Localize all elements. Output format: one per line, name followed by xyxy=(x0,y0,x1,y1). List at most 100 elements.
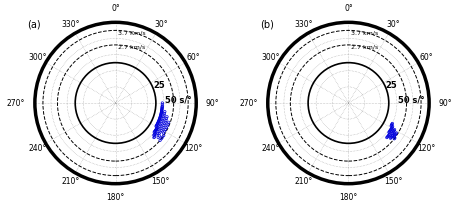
Point xyxy=(153,132,161,135)
Point xyxy=(392,131,399,135)
Point xyxy=(160,130,168,133)
Text: 60°: 60° xyxy=(419,53,432,62)
Text: 300°: 300° xyxy=(28,53,46,62)
Point xyxy=(154,121,161,124)
Point xyxy=(388,123,395,126)
Text: 30°: 30° xyxy=(386,20,400,29)
Point xyxy=(158,107,165,110)
Text: 25: 25 xyxy=(153,81,164,90)
Point xyxy=(159,125,166,129)
Point xyxy=(161,110,168,113)
Point xyxy=(390,128,397,131)
Point xyxy=(155,119,163,122)
Point xyxy=(156,139,163,142)
Text: 210°: 210° xyxy=(61,177,79,186)
Text: 240°: 240° xyxy=(28,144,46,153)
Point xyxy=(156,125,163,128)
Text: 2.7 km/s: 2.7 km/s xyxy=(350,45,377,50)
Point xyxy=(152,125,159,128)
Point xyxy=(150,133,158,136)
Point xyxy=(155,118,163,121)
Point xyxy=(387,124,394,127)
Point xyxy=(382,136,390,139)
Point xyxy=(156,114,164,118)
Point xyxy=(152,128,159,132)
Point xyxy=(157,122,165,125)
Point xyxy=(159,117,167,120)
Point xyxy=(160,134,167,137)
Point xyxy=(161,122,168,125)
Point xyxy=(388,122,395,125)
Point xyxy=(385,129,393,133)
Point xyxy=(152,128,160,131)
Point xyxy=(153,126,160,130)
Point xyxy=(385,130,392,133)
Point xyxy=(160,115,167,118)
Point xyxy=(158,105,166,108)
Point xyxy=(387,136,394,139)
Point xyxy=(156,130,163,134)
Point xyxy=(158,120,165,123)
Text: (a): (a) xyxy=(27,19,40,29)
Point xyxy=(150,130,157,134)
Text: 3.7 km/s: 3.7 km/s xyxy=(350,30,377,35)
Point xyxy=(158,108,165,111)
Point xyxy=(160,112,168,115)
Point xyxy=(154,136,162,139)
Point xyxy=(386,129,393,132)
Point xyxy=(390,136,398,140)
Point xyxy=(156,117,163,121)
Point xyxy=(390,134,398,137)
Point xyxy=(158,101,166,105)
Point xyxy=(160,124,167,127)
Point xyxy=(387,126,394,130)
Text: 300°: 300° xyxy=(260,53,279,62)
Point xyxy=(386,128,394,131)
Point xyxy=(158,127,165,130)
Point xyxy=(388,126,395,129)
Point xyxy=(154,120,162,124)
Point xyxy=(157,113,164,116)
Point xyxy=(163,115,170,118)
Text: 60°: 60° xyxy=(187,53,200,62)
Point xyxy=(155,134,163,138)
Point xyxy=(154,128,161,131)
Point xyxy=(389,130,396,133)
Text: 25: 25 xyxy=(385,81,397,90)
Point xyxy=(155,126,162,130)
Point xyxy=(158,109,165,112)
Text: 330°: 330° xyxy=(61,20,80,29)
Point xyxy=(150,136,157,139)
Point xyxy=(158,105,165,109)
Point xyxy=(161,128,169,131)
Point xyxy=(150,135,158,138)
Point xyxy=(153,129,160,133)
Point xyxy=(153,123,161,126)
Point xyxy=(390,137,397,140)
Text: 270°: 270° xyxy=(7,98,25,108)
Text: 0°: 0° xyxy=(111,4,119,13)
Point xyxy=(388,132,395,135)
Point xyxy=(383,135,390,138)
Point xyxy=(391,133,398,136)
Point xyxy=(388,130,396,134)
Text: 210°: 210° xyxy=(294,177,312,186)
Point xyxy=(157,129,164,132)
Text: 120°: 120° xyxy=(417,144,435,153)
Point xyxy=(164,123,171,126)
Point xyxy=(388,134,395,138)
Point xyxy=(160,114,168,117)
Point xyxy=(157,137,165,140)
Text: 30°: 30° xyxy=(154,20,167,29)
Point xyxy=(158,118,166,122)
Text: 50 s/°: 50 s/° xyxy=(397,95,423,104)
Point xyxy=(157,110,165,114)
Point xyxy=(157,112,164,115)
Text: 50 s/°: 50 s/° xyxy=(164,95,191,104)
Point xyxy=(384,134,391,137)
Point xyxy=(389,129,397,132)
Point xyxy=(157,111,165,114)
Point xyxy=(159,131,167,135)
Point xyxy=(384,131,392,134)
Point xyxy=(158,103,166,106)
